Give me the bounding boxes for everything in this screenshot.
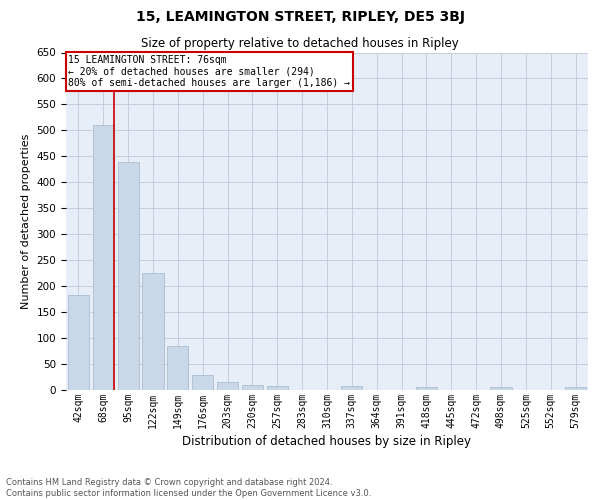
Y-axis label: Number of detached properties: Number of detached properties — [21, 134, 31, 309]
Bar — [565, 388, 586, 390]
Bar — [267, 386, 288, 390]
Bar — [242, 386, 263, 390]
Text: Contains HM Land Registry data © Crown copyright and database right 2024.
Contai: Contains HM Land Registry data © Crown c… — [6, 478, 371, 498]
Text: 15, LEAMINGTON STREET, RIPLEY, DE5 3BJ: 15, LEAMINGTON STREET, RIPLEY, DE5 3BJ — [136, 10, 464, 24]
Bar — [416, 387, 437, 390]
Bar — [341, 386, 362, 390]
Bar — [167, 346, 188, 390]
X-axis label: Distribution of detached houses by size in Ripley: Distribution of detached houses by size … — [182, 435, 472, 448]
Bar — [490, 388, 512, 390]
Bar — [93, 125, 114, 390]
Bar — [118, 162, 139, 390]
Bar — [217, 382, 238, 390]
Text: Size of property relative to detached houses in Ripley: Size of property relative to detached ho… — [141, 38, 459, 51]
Bar — [142, 273, 164, 390]
Bar — [192, 376, 213, 390]
Text: 15 LEAMINGTON STREET: 76sqm
← 20% of detached houses are smaller (294)
80% of se: 15 LEAMINGTON STREET: 76sqm ← 20% of det… — [68, 55, 350, 88]
Bar — [68, 295, 89, 390]
